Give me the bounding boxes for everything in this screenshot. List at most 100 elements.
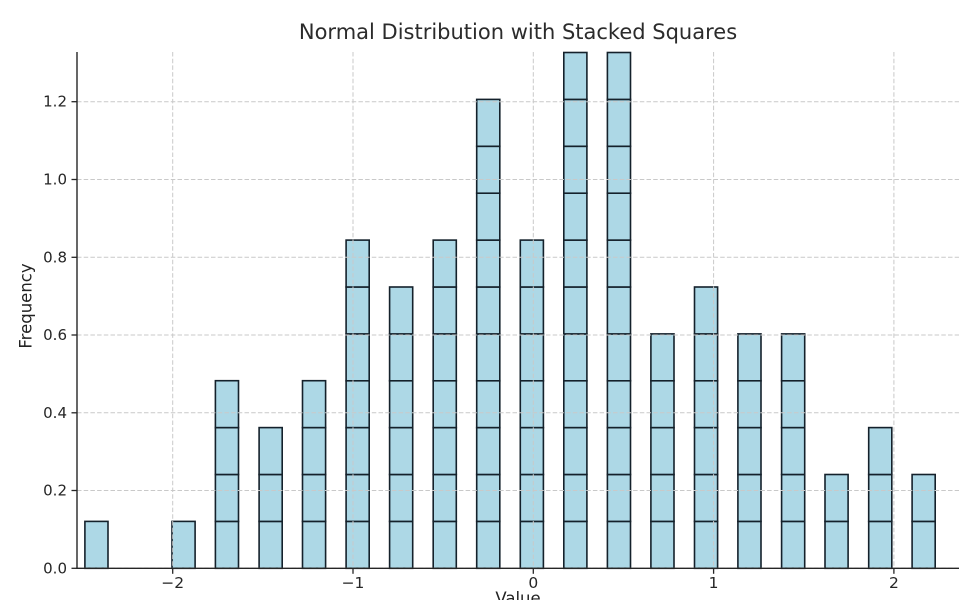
bar-square — [214, 473, 240, 523]
bar-square — [650, 426, 675, 476]
bar-square — [475, 192, 501, 241]
bar-square — [737, 379, 762, 429]
bar-square — [606, 286, 632, 335]
bar-square — [606, 426, 632, 476]
bar-square — [562, 145, 588, 195]
y-tick-label: 0.8 — [43, 248, 67, 266]
bar-square — [606, 145, 632, 195]
bar-square — [432, 473, 458, 523]
bar-square — [345, 426, 371, 476]
bar-square — [432, 520, 458, 570]
bar-square — [562, 51, 588, 101]
bar-square — [475, 98, 501, 148]
bar-square — [301, 520, 327, 570]
bar-square — [171, 520, 196, 570]
bar-square — [432, 333, 458, 382]
y-tick-label: 1.2 — [43, 93, 67, 111]
bar-square — [693, 426, 719, 476]
bar-square — [737, 473, 762, 523]
bar-square — [432, 426, 458, 476]
bar-square — [824, 473, 849, 523]
bar-square — [867, 473, 893, 523]
bar-square — [911, 520, 936, 570]
bar-square — [693, 520, 719, 570]
bar-square — [867, 520, 893, 570]
bar-square — [388, 473, 414, 523]
bar-square — [606, 473, 632, 523]
bar-square — [258, 426, 284, 476]
y-tick-label: 0.4 — [43, 404, 67, 422]
y-tick-label: 0.0 — [43, 559, 67, 577]
bar-square — [475, 333, 501, 382]
bar-square — [214, 379, 240, 429]
bar-square — [867, 426, 893, 476]
bar-square — [345, 520, 371, 570]
bar-square — [562, 98, 588, 148]
bar-square — [780, 520, 806, 570]
bar-square — [737, 333, 762, 382]
bar-square — [519, 520, 545, 570]
bar-square — [693, 333, 719, 382]
bar-square — [693, 473, 719, 523]
bar-square — [475, 286, 501, 335]
bar-square — [562, 426, 588, 476]
y-tick-label: 0.2 — [43, 482, 67, 500]
bar-square — [258, 473, 284, 523]
bar-square — [562, 333, 588, 382]
bar-square — [388, 379, 414, 429]
bar-square — [606, 520, 632, 570]
bar-square — [562, 286, 588, 335]
x-axis-label: Value — [495, 589, 541, 600]
bar-square — [562, 473, 588, 523]
chart-title: Normal Distribution with Stacked Squares — [298, 20, 738, 44]
bar-square — [737, 426, 762, 476]
y-axis-label: Frequency — [16, 263, 36, 349]
bar-square — [475, 145, 501, 195]
bar-square — [562, 379, 588, 429]
bar-square — [345, 333, 371, 382]
bar-square — [606, 51, 632, 101]
bar-square — [650, 379, 675, 429]
x-tick-label: −1 — [342, 574, 365, 592]
bar-square — [911, 473, 936, 523]
bar-square — [388, 286, 414, 335]
bar-square — [562, 192, 588, 241]
bar-square — [388, 333, 414, 382]
bar-square — [84, 520, 109, 570]
bar-square — [214, 520, 240, 570]
bar-square — [780, 473, 806, 523]
bar-square — [301, 426, 327, 476]
bar-square — [388, 520, 414, 570]
bar-square — [780, 333, 806, 382]
x-tick-label: 0 — [528, 574, 538, 592]
bar-square — [650, 473, 675, 523]
x-tick-label: 2 — [889, 574, 899, 592]
bar-square — [345, 473, 371, 523]
bar-square — [214, 426, 240, 476]
bar-square — [475, 239, 501, 288]
bar-square — [693, 379, 719, 429]
bar-square — [606, 239, 632, 288]
x-tick-label: 1 — [709, 574, 719, 592]
bar-square — [519, 333, 545, 382]
bar-square — [432, 286, 458, 335]
bar-square — [388, 426, 414, 476]
bar-square — [475, 426, 501, 476]
bar-square — [519, 426, 545, 476]
bar-square — [693, 286, 719, 335]
bar-square — [475, 473, 501, 523]
bar-square — [345, 379, 371, 429]
y-tick-label: 1.0 — [43, 171, 67, 189]
bar-square — [519, 473, 545, 523]
bar-square — [519, 239, 545, 288]
bar-square — [258, 520, 284, 570]
y-tick-label: 0.6 — [43, 326, 67, 344]
bar-square — [345, 239, 371, 288]
bar-square — [737, 520, 762, 570]
bar-square — [824, 520, 849, 570]
bar-square — [345, 286, 371, 335]
bar-square — [562, 520, 588, 570]
bar-square — [780, 379, 806, 429]
